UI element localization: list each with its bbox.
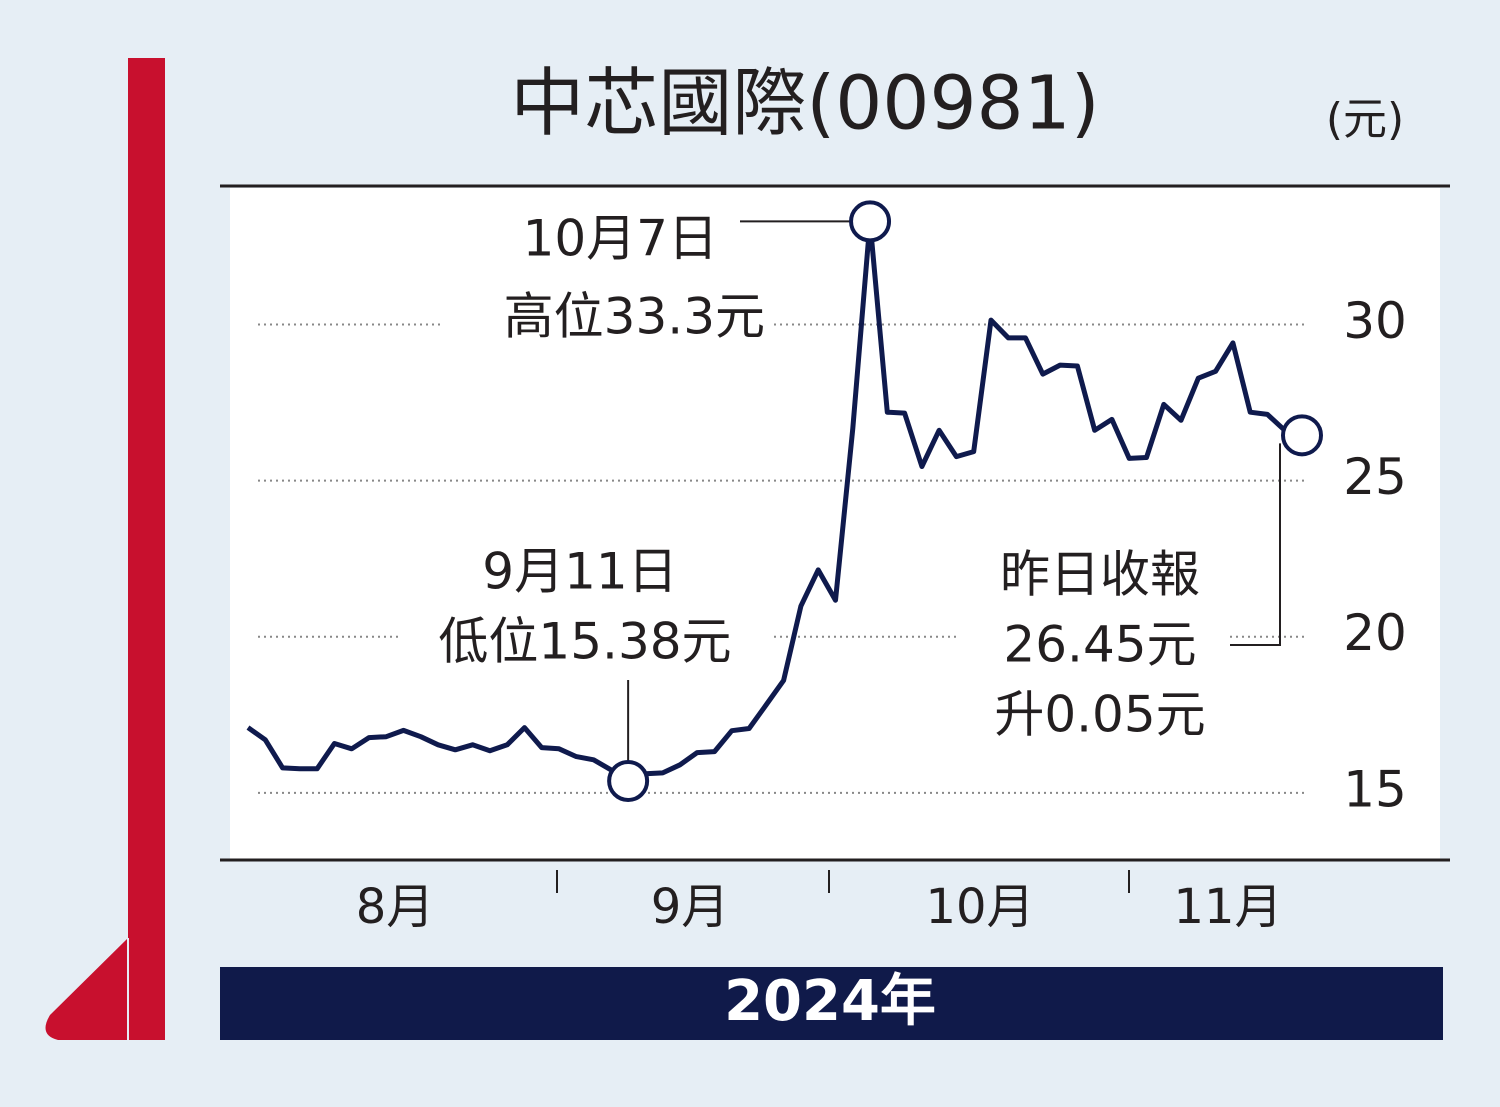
highlight-marker (607, 759, 650, 802)
x-label: 8月 (356, 879, 435, 935)
y-tick-label: 25 (1343, 448, 1407, 506)
plot-area (230, 188, 1440, 860)
y-tick-label: 20 (1343, 604, 1407, 662)
annotation-bg (400, 615, 770, 677)
annotation-bg (440, 290, 770, 360)
annotation: 26.45元 (1003, 616, 1196, 674)
annotation: 9月11日 (482, 543, 677, 601)
annotation: 高位33.3元 (504, 288, 765, 346)
red-bar (128, 58, 165, 1040)
price-line (246, 218, 1303, 784)
highlight-marker (1281, 414, 1323, 457)
x-label: 9月 (651, 879, 730, 935)
y-tick-label: 30 (1343, 292, 1407, 350)
annotation: 昨日收報 (1000, 546, 1200, 604)
red-corner (45, 938, 128, 1040)
chart-title: 中芯國際(00981) (510, 61, 1099, 147)
y-tick-label: 15 (1343, 760, 1407, 818)
annotation-bg (960, 615, 1230, 677)
plot (246, 200, 1323, 802)
unit-label: (元) (1326, 94, 1404, 145)
year-label: 2024年 (724, 969, 936, 1034)
x-label: 11月 (1173, 879, 1282, 935)
year-band (220, 967, 1443, 1040)
annotation: 升0.05元 (994, 686, 1205, 744)
month-dividers (556, 870, 1130, 893)
leader-line (1230, 443, 1281, 646)
x-label: 10月 (925, 879, 1034, 935)
highlight-marker (849, 200, 892, 243)
annotation: 低位15.38元 (438, 613, 731, 671)
annotation: 10月7日 (523, 210, 718, 268)
